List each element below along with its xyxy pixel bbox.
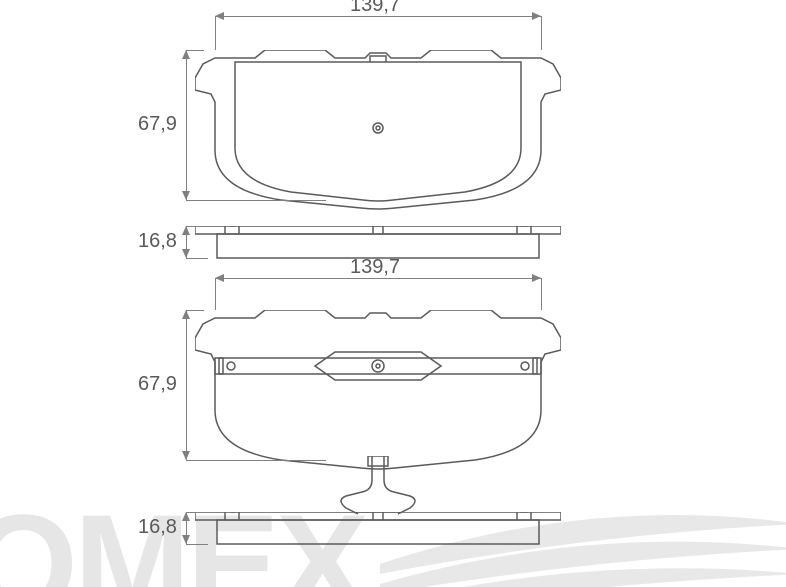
diagram-canvas: TOMEX brakes 139,7 [0, 0, 786, 587]
brake-pad-1-side [195, 226, 561, 260]
dim-ext [215, 16, 216, 50]
dim-ext [186, 310, 204, 311]
dim-arrow [215, 274, 224, 282]
dim-arrow [182, 310, 190, 319]
dim-ext [186, 512, 196, 513]
brake-pad-2-side [195, 512, 561, 546]
dim-ext [186, 50, 204, 51]
dim-line-height-2 [186, 310, 187, 460]
dim-ext [541, 16, 542, 50]
dim-label-width-2: 139,7 [350, 256, 400, 279]
dim-arrow [532, 12, 541, 20]
dim-arrow [182, 191, 190, 200]
dim-ext [186, 200, 326, 201]
dim-label-thick-2: 16,8 [138, 516, 177, 539]
dim-ext [186, 258, 208, 259]
dim-ext [541, 278, 542, 310]
dim-ext [186, 226, 196, 227]
dim-arrow [182, 226, 190, 235]
dim-ext [186, 544, 208, 545]
dim-arrow [532, 274, 541, 282]
dim-arrow [182, 50, 190, 59]
brake-pad-2-face [195, 310, 561, 470]
dim-ext [215, 278, 216, 310]
dim-arrow [215, 12, 224, 20]
dim-ext [186, 460, 326, 461]
brake-pad-1-face [195, 50, 561, 210]
dim-label-width-1: 139,7 [350, 0, 400, 17]
dim-arrow [182, 451, 190, 460]
dim-line-height-1 [186, 50, 187, 200]
dim-arrow [182, 249, 190, 258]
dim-label-height-2: 67,9 [138, 373, 177, 396]
spring-clip [340, 456, 416, 516]
dim-label-height-1: 67,9 [138, 113, 177, 136]
dim-label-thick-1: 16,8 [138, 230, 177, 253]
dim-arrow [182, 512, 190, 521]
dim-arrow [182, 535, 190, 544]
